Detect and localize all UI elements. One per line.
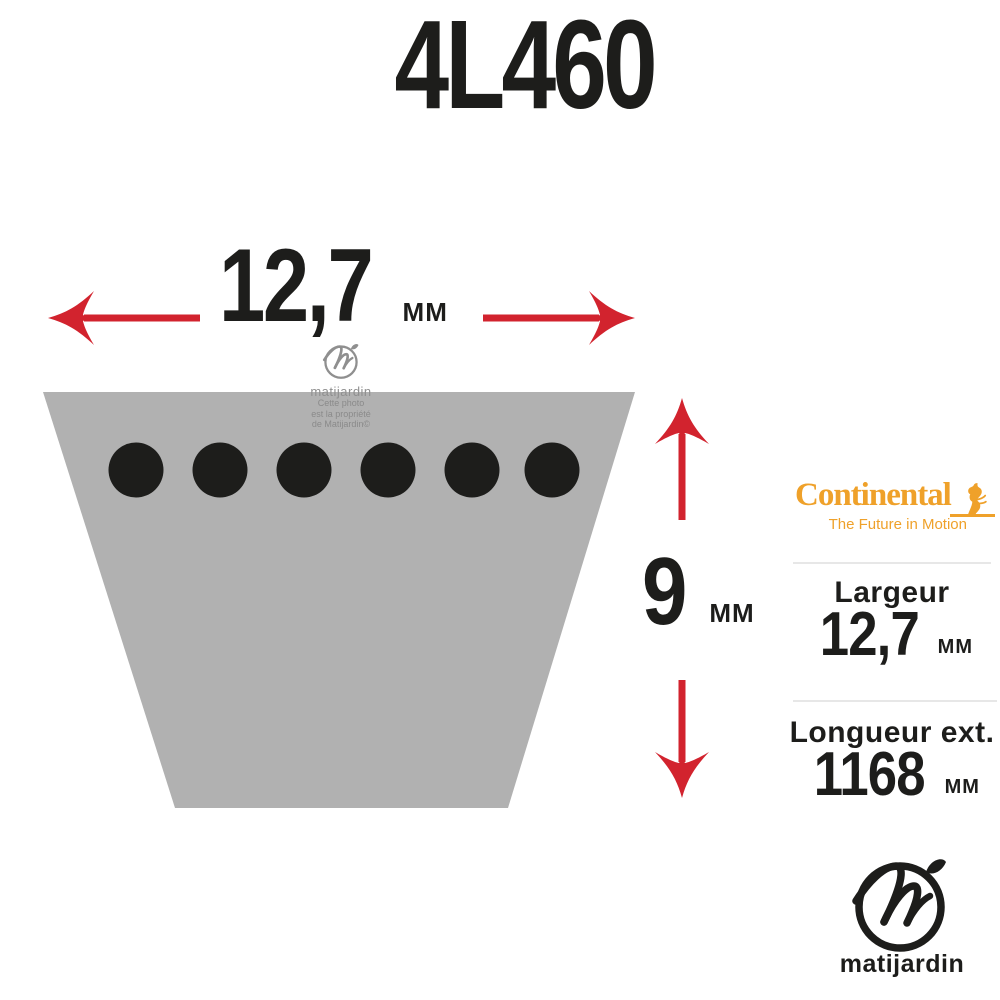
- continental-wordmark: Continental: [795, 477, 952, 513]
- height-arrow-down: [655, 680, 709, 798]
- height-arrow-up: [655, 398, 709, 520]
- height-dimension: 9 MM: [642, 538, 755, 645]
- up-arrow-icon: [655, 398, 709, 520]
- height-value: 9: [642, 538, 687, 645]
- matijardin-logo-icon: [852, 859, 946, 952]
- width-value: 12,7: [219, 228, 374, 344]
- belt-cord-dots: [108, 442, 580, 498]
- down-arrow-icon: [655, 680, 709, 798]
- spec-longueur: Longueur ext. 1168 MM: [786, 716, 998, 809]
- continental-underline: [950, 514, 995, 517]
- spec-largeur: Largeur 12,7 MM: [786, 576, 998, 669]
- width-dimension: 12,7 MM: [178, 228, 470, 344]
- width-arrow-right: [483, 291, 635, 345]
- left-arrow-icon: [48, 291, 200, 345]
- footer-brand: matijardin: [839, 950, 965, 978]
- continental-horse-icon: [968, 483, 987, 514]
- page-title: 4L460: [0, 2, 1000, 128]
- watermark: matijardin Cette photo est la propriété …: [279, 342, 403, 430]
- belt-reference: 4L460: [394, 0, 657, 135]
- spec-label: Largeur: [834, 576, 950, 609]
- spec-unit: MM: [944, 776, 980, 799]
- watermark-line: Cette photo: [317, 398, 365, 408]
- watermark-line: de Matijardin©: [311, 419, 371, 429]
- divider: [793, 700, 997, 702]
- belt-body: [43, 392, 635, 808]
- watermark-brand: matijardin: [310, 384, 372, 399]
- spec-value: 12,7: [819, 600, 920, 669]
- matijardin-watermark-icon: [322, 343, 359, 379]
- height-unit: MM: [709, 597, 755, 628]
- continental-tagline: The Future in Motion: [828, 516, 967, 533]
- spec-unit: MM: [937, 636, 973, 659]
- right-arrow-icon: [483, 291, 635, 345]
- spec-label: Longueur ext.: [789, 716, 995, 749]
- width-unit: MM: [402, 297, 448, 328]
- belt-cross-section: [43, 392, 635, 808]
- width-arrow-left: [48, 291, 200, 345]
- spec-value: 1168: [813, 740, 926, 809]
- watermark-line: est la propriété: [311, 408, 371, 419]
- divider: [793, 562, 991, 564]
